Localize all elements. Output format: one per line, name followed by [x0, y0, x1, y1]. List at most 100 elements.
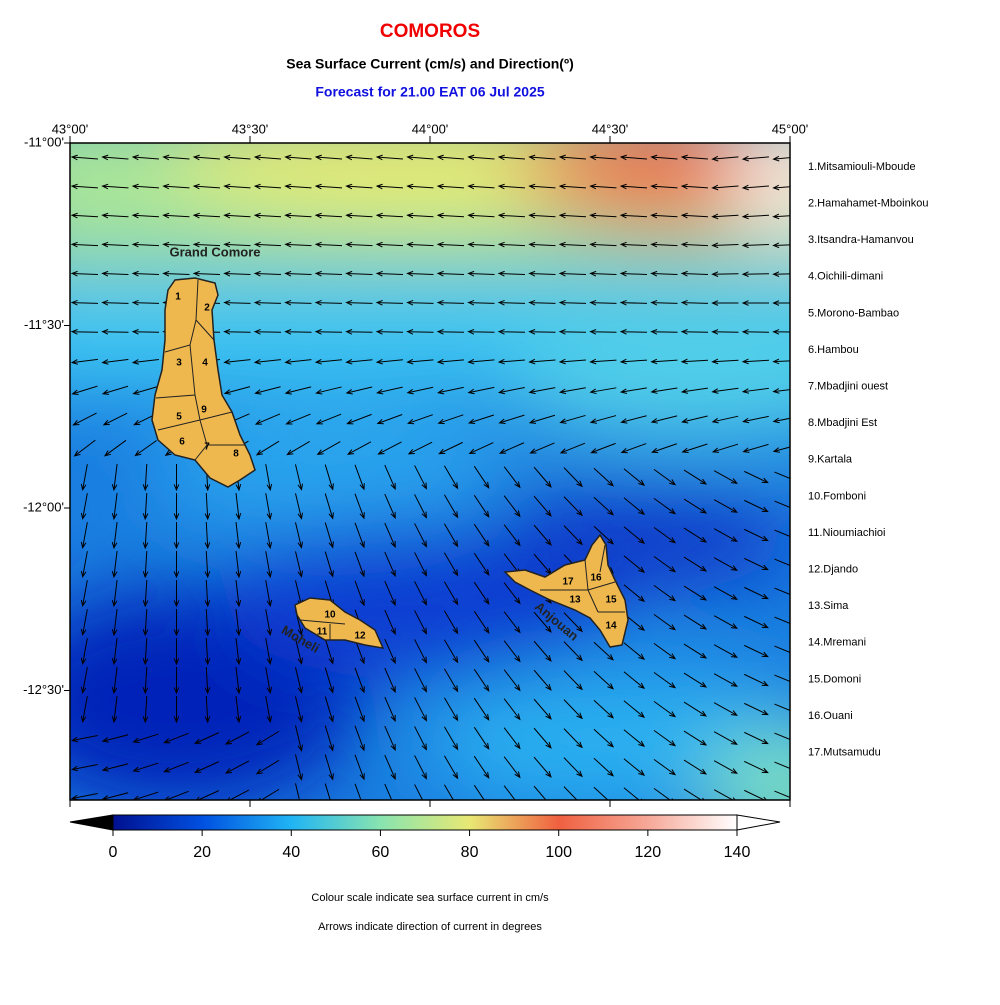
current-arrow — [142, 666, 149, 695]
current-arrow — [70, 241, 99, 248]
current-arrow — [772, 358, 790, 365]
current-arrow — [533, 611, 552, 633]
colorbar-label: 80 — [461, 844, 479, 861]
current-arrow — [443, 755, 459, 780]
current-arrow — [375, 270, 404, 277]
region-legend: 2.Hamahamet-Mboinkou — [808, 198, 928, 210]
current-arrow — [741, 300, 770, 306]
current-arrow — [559, 414, 586, 424]
current-arrow — [406, 212, 434, 219]
current-arrow — [436, 329, 465, 335]
current-arrow — [70, 764, 98, 772]
current-arrow — [473, 552, 490, 576]
current-arrow — [265, 609, 273, 637]
x-tick-label: 45°00' — [772, 121, 809, 136]
current-arrow — [741, 329, 770, 335]
current-arrow — [284, 386, 312, 395]
current-arrow — [223, 183, 251, 190]
current-arrow — [131, 241, 160, 248]
current-arrow — [101, 270, 129, 277]
current-arrow — [436, 358, 464, 365]
current-arrow — [528, 241, 556, 248]
island-shape — [503, 533, 629, 648]
current-arrow — [101, 183, 129, 190]
current-arrow — [284, 241, 312, 248]
current-arrow — [235, 667, 242, 695]
current-arrow — [774, 587, 790, 595]
current-arrow — [683, 469, 708, 485]
current-arrow — [711, 329, 739, 335]
region-legend: 9.Kartala — [808, 454, 853, 466]
current-arrow — [142, 550, 149, 579]
current-arrow — [593, 467, 615, 487]
current-arrow — [558, 329, 587, 335]
current-arrow — [284, 359, 312, 365]
current-arrow — [162, 183, 190, 190]
current-arrow — [70, 329, 99, 335]
current-arrow — [744, 470, 769, 484]
current-arrow — [772, 213, 790, 220]
current-arrow — [204, 637, 211, 666]
current-arrow — [406, 270, 434, 277]
current-arrow — [503, 582, 521, 605]
current-arrow — [354, 783, 362, 800]
current-arrow — [589, 358, 617, 365]
current-arrow — [593, 757, 615, 777]
current-arrow — [653, 700, 677, 718]
current-arrow — [528, 212, 556, 219]
current-arrow — [589, 183, 617, 190]
current-arrow — [713, 789, 736, 800]
current-arrow — [744, 499, 769, 513]
current-arrow — [558, 183, 587, 190]
current-arrow — [711, 184, 739, 191]
current-arrow — [772, 329, 790, 335]
current-arrow — [294, 493, 304, 520]
current-arrow — [265, 522, 273, 550]
current-arrow — [683, 585, 708, 601]
current-arrow — [284, 183, 312, 190]
current-arrow — [497, 212, 526, 219]
current-arrow — [681, 415, 708, 424]
current-arrow — [265, 638, 273, 666]
current-arrow — [142, 463, 149, 492]
current-arrow — [593, 670, 615, 690]
current-arrow — [503, 524, 521, 547]
current-arrow — [653, 758, 677, 776]
note: Arrows indicate direction of current in … — [318, 921, 542, 933]
current-arrow — [473, 523, 490, 547]
current-arrow — [467, 270, 495, 277]
colorbar-label: 60 — [372, 844, 390, 861]
current-arrow — [744, 760, 769, 774]
current-arrow — [324, 783, 331, 800]
current-arrow — [503, 727, 521, 750]
current-arrow — [265, 667, 273, 695]
region-number: 16 — [590, 573, 602, 584]
region-number: 12 — [354, 631, 366, 642]
current-arrow — [468, 442, 494, 454]
current-arrow — [324, 464, 334, 491]
current-arrow — [443, 494, 459, 519]
current-arrow — [101, 212, 129, 219]
current-arrow — [384, 609, 396, 636]
current-arrow — [111, 638, 118, 666]
current-arrow — [345, 183, 373, 190]
current-arrow — [619, 358, 648, 365]
current-arrow — [497, 387, 525, 395]
current-arrow — [235, 638, 242, 666]
current-arrow — [563, 612, 583, 633]
anjouan — [503, 533, 629, 648]
current-arrow — [497, 183, 526, 190]
current-arrow — [593, 786, 612, 800]
current-arrow — [406, 183, 434, 190]
region-number: 7 — [204, 442, 210, 453]
current-arrow — [589, 212, 617, 219]
current-arrow — [354, 696, 365, 723]
region-number: 1 — [175, 292, 181, 303]
current-arrow — [142, 521, 149, 550]
current-arrow — [744, 557, 769, 571]
current-arrow — [286, 440, 310, 456]
current-arrow — [414, 668, 427, 693]
current-arrow — [713, 615, 738, 629]
current-arrow — [683, 556, 708, 572]
